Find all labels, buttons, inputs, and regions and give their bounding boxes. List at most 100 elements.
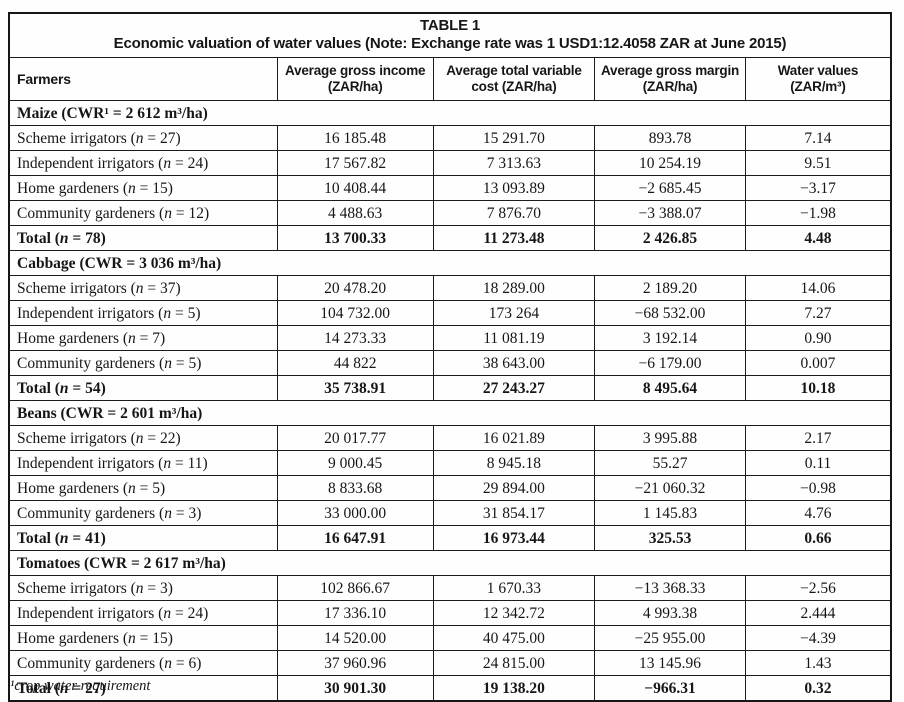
farmer-label: Independent irrigators (n = 24) (8, 600, 278, 626)
farmer-data-row: Independent irrigators (n = 24) 17 567.82… (8, 150, 892, 176)
header-line: Average gross margin (601, 63, 740, 78)
gross-income-cell: 10 408.44 (276, 175, 434, 201)
gross-income-cell: 9 000.45 (276, 450, 434, 476)
farmer-data-row: Home gardeners (n = 15) 14 520.00 40 475.0… (8, 625, 892, 651)
crop-section-row: Beans (CWR = 2 601 m³/ha) (8, 400, 892, 426)
crop-section-row: Cabbage (CWR = 3 036 m³/ha) (8, 250, 892, 276)
farmer-data-row: Scheme irrigators (n = 27) 16 185.48 15 29… (8, 125, 892, 151)
variable-cost-cell: 13 093.89 (432, 175, 596, 201)
table-caption: Economic valuation of water values (Note… (113, 35, 787, 52)
farmer-label: Home gardeners (n = 5) (8, 475, 278, 501)
economic-valuation-table: TABLE 1 Economic valuation of water valu… (8, 12, 892, 702)
farmer-label: Scheme irrigators (n = 3) (8, 575, 278, 601)
gross-margin-cell: 55.27 (594, 450, 746, 476)
crop-section-label: Cabbage (CWR = 3 036 m³/ha) (8, 250, 892, 276)
gross-margin-cell: −6 179.00 (594, 350, 746, 376)
column-header-gross-income: Average gross income (ZAR/ha) (276, 57, 434, 101)
gross-income-cell: 14 273.33 (276, 325, 434, 351)
water-value-cell: 0.90 (744, 325, 892, 351)
variable-cost-cell: 8 945.18 (432, 450, 596, 476)
farmer-data-row: Community gardeners (n = 12) 4 488.63 7 87… (8, 200, 892, 226)
farmer-data-row: Independent irrigators (n = 5) 104 732.00… (8, 300, 892, 326)
variable-cost-cell: 40 475.00 (432, 625, 596, 651)
water-value-cell: 0.11 (744, 450, 892, 476)
total-row: Total (n = 27) 30 901.30 19 138.20 −966.31 0… (8, 675, 892, 702)
table-title-block: TABLE 1 Economic valuation of water valu… (8, 12, 892, 58)
header-line: Average total variable (446, 63, 582, 78)
water-value-cell: 1.43 (744, 650, 892, 676)
farmer-label: Community gardeners (n = 6) (8, 650, 278, 676)
gross-margin-cell: 2 426.85 (594, 225, 746, 251)
farmer-data-row: Independent irrigators (n = 24) 17 336.10… (8, 600, 892, 626)
gross-income-cell: 20 478.20 (276, 275, 434, 301)
crop-section-label: Tomatoes (CWR = 2 617 m³/ha) (8, 550, 892, 576)
gross-margin-cell: −25 955.00 (594, 625, 746, 651)
water-value-cell: 10.18 (744, 375, 892, 401)
variable-cost-cell: 29 894.00 (432, 475, 596, 501)
header-line: (ZAR/ha) (327, 79, 383, 94)
farmer-label: Total (n = 41) (8, 525, 278, 551)
total-row: Total (n = 78) 13 700.33 11 273.48 2 426.85… (8, 225, 892, 251)
water-value-cell: −4.39 (744, 625, 892, 651)
farmer-label: Total (n = 78) (8, 225, 278, 251)
variable-cost-cell: 38 643.00 (432, 350, 596, 376)
farmer-data-row: Scheme irrigators (n = 3) 102 866.67 1 670… (8, 575, 892, 601)
farmer-label: Independent irrigators (n = 5) (8, 300, 278, 326)
farmer-label: Scheme irrigators (n = 37) (8, 275, 278, 301)
farmer-label: Total (n = 27) (8, 675, 278, 702)
water-value-cell: 9.51 (744, 150, 892, 176)
water-value-cell: 0.007 (744, 350, 892, 376)
variable-cost-cell: 18 289.00 (432, 275, 596, 301)
variable-cost-cell: 12 342.72 (432, 600, 596, 626)
farmer-label: Community gardeners (n = 12) (8, 200, 278, 226)
gross-income-cell: 8 833.68 (276, 475, 434, 501)
farmer-data-row: Independent irrigators (n = 11) 9 000.45 8… (8, 450, 892, 476)
water-value-cell: 7.14 (744, 125, 892, 151)
gross-income-cell: 30 901.30 (276, 675, 434, 702)
farmer-label: Independent irrigators (n = 11) (8, 450, 278, 476)
variable-cost-cell: 7 876.70 (432, 200, 596, 226)
footnote: ¹crop water requirement (10, 678, 151, 694)
gross-income-cell: 104 732.00 (276, 300, 434, 326)
header-line: Water values (777, 63, 859, 78)
gross-margin-cell: 3 995.88 (594, 425, 746, 451)
water-value-cell: −3.17 (744, 175, 892, 201)
gross-margin-cell: −13 368.33 (594, 575, 746, 601)
farmer-label: Home gardeners (n = 15) (8, 175, 278, 201)
header-line: cost (ZAR/ha) (471, 79, 557, 94)
variable-cost-cell: 16 021.89 (432, 425, 596, 451)
column-header-farmers: Farmers (8, 57, 278, 101)
variable-cost-cell: 27 243.27 (432, 375, 596, 401)
variable-cost-cell: 11 081.19 (432, 325, 596, 351)
table-number: TABLE 1 (420, 17, 480, 34)
water-value-cell: 4.48 (744, 225, 892, 251)
gross-income-cell: 20 017.77 (276, 425, 434, 451)
farmer-data-row: Home gardeners (n = 15) 10 408.44 13 093.8… (8, 175, 892, 201)
farmer-label: Home gardeners (n = 7) (8, 325, 278, 351)
gross-margin-cell: 10 254.19 (594, 150, 746, 176)
farmer-data-row: Home gardeners (n = 5) 8 833.68 29 894.00−… (8, 475, 892, 501)
farmer-data-row: Scheme irrigators (n = 22) 20 017.77 16 02… (8, 425, 892, 451)
crop-section-label: Maize (CWR¹ = 2 612 m³/ha) (8, 100, 892, 126)
gross-income-cell: 35 738.91 (276, 375, 434, 401)
header-line: Average gross income (285, 63, 426, 78)
gross-income-cell: 37 960.96 (276, 650, 434, 676)
farmer-data-row: Scheme irrigators (n = 37) 20 478.20 18 28… (8, 275, 892, 301)
gross-margin-cell: 893.78 (594, 125, 746, 151)
variable-cost-cell: 19 138.20 (432, 675, 596, 702)
header-line: (ZAR/m³) (790, 79, 846, 94)
gross-margin-cell: 2 189.20 (594, 275, 746, 301)
water-value-cell: 7.27 (744, 300, 892, 326)
variable-cost-cell: 24 815.00 (432, 650, 596, 676)
gross-margin-cell: −3 388.07 (594, 200, 746, 226)
water-value-cell: 0.32 (744, 675, 892, 702)
gross-income-cell: 14 520.00 (276, 625, 434, 651)
total-row: Total (n = 54) 35 738.91 27 243.27 8 495.64… (8, 375, 892, 401)
gross-income-cell: 16 185.48 (276, 125, 434, 151)
column-header-variable-cost: Average total variable cost (ZAR/ha) (432, 57, 596, 101)
crop-section-row: Tomatoes (CWR = 2 617 m³/ha) (8, 550, 892, 576)
variable-cost-cell: 16 973.44 (432, 525, 596, 551)
table-body: Maize (CWR¹ = 2 612 m³/ha) Scheme irrigat… (8, 100, 892, 702)
gross-income-cell: 4 488.63 (276, 200, 434, 226)
